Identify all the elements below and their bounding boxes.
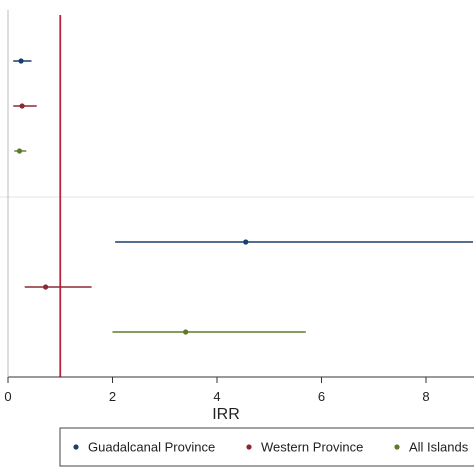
legend-marker <box>246 444 252 450</box>
estimate-point <box>19 103 25 109</box>
x-tick-label: 0 <box>4 389 11 404</box>
legend-label: Guadalcanal Province <box>88 440 215 455</box>
legend: Guadalcanal Province Western Province All … <box>59 427 474 467</box>
legend-marker <box>73 444 79 450</box>
x-tick-label: 4 <box>213 389 220 404</box>
estimate-point <box>18 58 24 64</box>
estimate-point <box>243 239 249 245</box>
plot-area <box>0 15 474 377</box>
x-tick-label: 6 <box>318 389 325 404</box>
x-axis-title: IRR <box>212 406 240 423</box>
legend-marker <box>394 444 400 450</box>
legend-label: All Islands <box>409 440 469 455</box>
estimate-point <box>16 148 23 154</box>
x-axis: 0 2 4 6 8 <box>4 10 474 404</box>
legend-label: Western Province <box>261 440 363 455</box>
x-tick-label: 8 <box>422 389 429 404</box>
estimate-point <box>43 284 49 290</box>
legend-box <box>59 427 474 467</box>
x-tick-label: 2 <box>109 389 116 404</box>
estimate-point <box>183 329 189 335</box>
